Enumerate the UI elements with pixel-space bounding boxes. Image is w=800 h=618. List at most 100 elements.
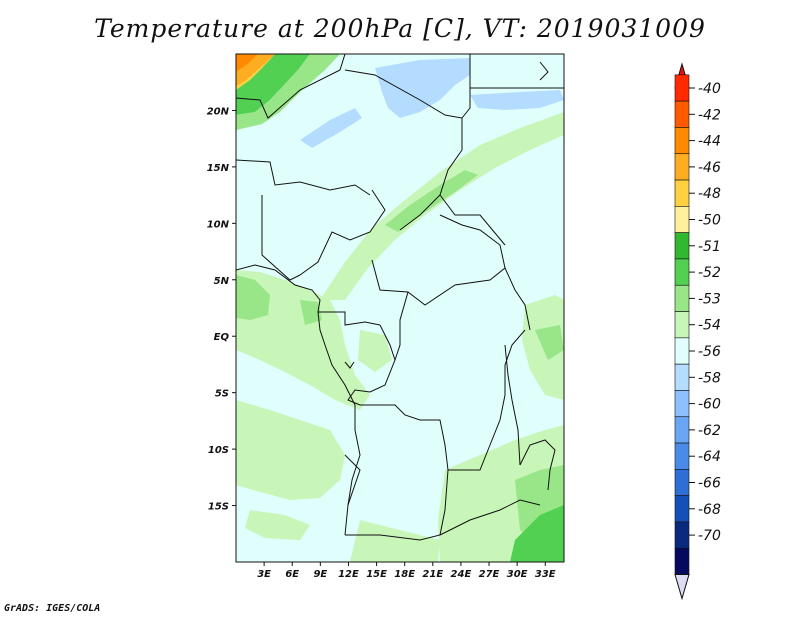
- colorbar-label: -66: [698, 476, 721, 492]
- x-tick-label: 30E: [507, 569, 528, 580]
- warm-region-west: [236, 270, 370, 410]
- border-line: [461, 54, 471, 119]
- colorbar-label: -53: [698, 291, 721, 307]
- colorbar-swatch: [674, 547, 690, 575]
- colorbar-label: -50: [698, 213, 721, 229]
- border-line: [318, 311, 381, 326]
- border-line: [236, 54, 346, 119]
- colorbar-swatch: [674, 284, 690, 312]
- x-tick-label: 3E: [257, 569, 271, 580]
- y-tick-label: 20N: [207, 106, 230, 117]
- map-title: Temperature at 200hPa [C], VT: 201903100…: [94, 14, 706, 43]
- colorbar: -40 -42 -44 -46 -48 -50 -51 -52 -53 -54 -56 -58 -60 -…: [674, 62, 721, 601]
- border-line: [439, 499, 541, 536]
- colorbar-label: -58: [698, 370, 721, 386]
- warm-region-west: [300, 300, 322, 325]
- colorbar-swatch: [674, 416, 690, 444]
- warm-corner: [236, 54, 275, 86]
- x-tick-label: 27E: [479, 569, 500, 580]
- colorbar-label: -68: [698, 502, 721, 518]
- colorbar-swatch: [674, 100, 690, 128]
- map-frame: [235, 53, 565, 563]
- x-tick-label: 6E: [285, 569, 299, 580]
- border-line: [360, 404, 449, 471]
- border-line: [236, 264, 321, 313]
- y-tick-label: EQ: [214, 332, 230, 343]
- x-tick-label: 15E: [366, 569, 387, 580]
- warm-region-southcentral: [350, 520, 440, 562]
- border-line: [317, 311, 361, 506]
- colorbar-swatch: [674, 337, 690, 365]
- cold-band-north: [375, 58, 470, 118]
- border-line: [394, 291, 409, 361]
- x-tick-label: 12E: [338, 569, 359, 580]
- warm-band-nw: [236, 54, 340, 130]
- border-line: [448, 329, 526, 471]
- colorbar-swatch: [674, 127, 690, 155]
- y-axis-ticks: 20N 15N 10N 5N EQ 5S 10S 15S: [207, 106, 236, 513]
- border-line: [347, 324, 396, 406]
- warm-band-central: [320, 112, 564, 300]
- colorbar-swatch: [674, 232, 690, 260]
- colorbar-swatch: [674, 521, 690, 549]
- colorbar-swatch: [674, 206, 690, 233]
- x-tick-label: 33E: [535, 569, 556, 580]
- y-tick-label: 5S: [215, 389, 229, 400]
- colorbar-label: -54: [698, 318, 721, 334]
- colorbar-label: -51: [698, 239, 721, 255]
- colorbar-swatch: [674, 179, 690, 207]
- warm-region-southwest: [245, 510, 310, 540]
- x-tick-label: 18E: [394, 569, 415, 580]
- warm-corner: [236, 54, 258, 72]
- colorbar-label: -70: [698, 528, 721, 544]
- colorbar-bottom-arrow: [674, 574, 690, 601]
- colorbar-swatch: [674, 153, 690, 181]
- colorbar-swatch: [674, 311, 690, 339]
- border-line: [371, 214, 506, 306]
- border-line: [504, 344, 521, 466]
- colorbar-swatch: [674, 258, 690, 286]
- credit-text: GrADS: IGES/COLA: [4, 603, 101, 614]
- border-line: [344, 454, 361, 536]
- y-tick-label: 15S: [208, 502, 229, 513]
- colorbar-label: -52: [698, 265, 721, 281]
- y-tick-label: 5N: [214, 276, 230, 287]
- y-tick-label: 15N: [207, 163, 230, 174]
- border-line: [344, 69, 463, 231]
- border-line: [345, 469, 449, 541]
- warm-region-southwest: [236, 400, 345, 500]
- colorbar-swatch: [674, 442, 690, 470]
- colorbar-label: -46: [698, 160, 721, 176]
- colorbar-label: -44: [698, 134, 721, 150]
- colorbar-swatch: [674, 74, 690, 102]
- border-line: [344, 361, 355, 369]
- x-tick-label: 21E: [422, 569, 443, 580]
- cold-band-north: [300, 108, 362, 148]
- border-line: [519, 439, 556, 491]
- warm-region-east: [535, 325, 564, 360]
- border-line: [261, 195, 301, 281]
- x-tick-label: 24E: [451, 569, 472, 580]
- colorbar-swatch: [674, 469, 690, 496]
- border-line: [539, 61, 549, 81]
- x-axis-ticks: 3E 6E 9E 12E 15E 18E 21E 24E 27E 30E 33E: [257, 562, 556, 580]
- colorbar-label: -40: [698, 81, 721, 97]
- x-tick-label: 9E: [313, 569, 327, 580]
- colorbar-swatch: [674, 363, 690, 391]
- country-borders: [236, 54, 564, 541]
- colorbar-label: -60: [698, 397, 721, 413]
- warm-region-west: [236, 275, 270, 320]
- warm-region-southeast: [510, 505, 564, 562]
- colorbar-swatch: [674, 390, 690, 418]
- warm-band-central: [385, 170, 478, 232]
- colorbar-label: -62: [698, 423, 721, 439]
- colorbar-label: -64: [698, 449, 721, 465]
- border-line: [236, 159, 371, 196]
- colorbar-label: -56: [698, 344, 721, 360]
- cold-band-north: [470, 90, 564, 110]
- temperature-field: [236, 54, 564, 562]
- y-tick-label: 10N: [207, 219, 230, 230]
- colorbar-label: -48: [698, 186, 721, 202]
- colorbar-label: -42: [698, 107, 721, 123]
